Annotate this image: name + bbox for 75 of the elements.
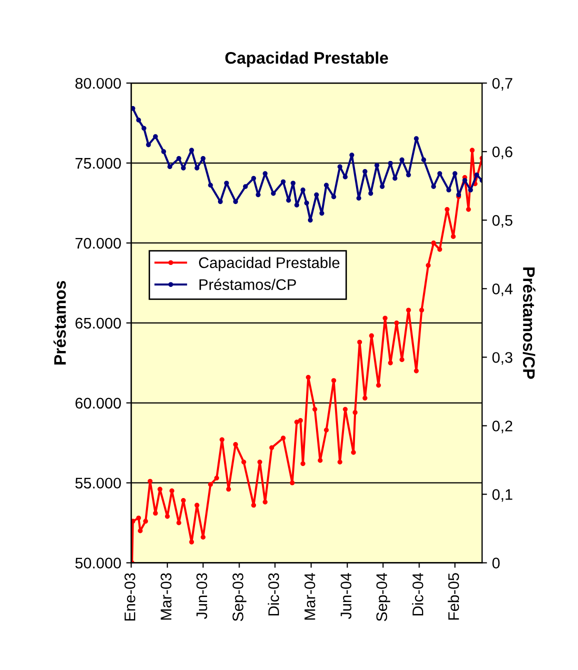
y-tick-label: 50.000	[75, 558, 121, 568]
x-tick-label: Dic-04	[412, 572, 424, 616]
point	[300, 188, 306, 192]
point	[431, 184, 436, 189]
y2-tick-label: 0,2	[492, 420, 512, 434]
point	[342, 174, 348, 180]
point	[349, 152, 354, 158]
x-tick-label: Dic-03	[268, 573, 280, 616]
y-tick-label: 65.000	[76, 318, 121, 329]
point	[131, 106, 136, 111]
x-tick-label: Sep-03	[232, 573, 246, 622]
point	[308, 218, 313, 223]
point	[194, 166, 200, 170]
x-tick-label: Sep-04	[376, 572, 390, 622]
x-tick-label: Jun-03	[196, 573, 208, 619]
point	[142, 126, 146, 131]
point	[331, 194, 336, 200]
point	[388, 160, 393, 166]
point	[452, 171, 458, 176]
point	[314, 192, 319, 198]
point	[233, 199, 238, 204]
chart-title: Capacidad Prestable	[225, 52, 388, 68]
point	[324, 182, 329, 188]
point	[421, 157, 426, 162]
point	[176, 156, 182, 161]
point	[136, 118, 142, 123]
point	[280, 179, 286, 184]
y-tick-label: 55.000	[75, 478, 121, 489]
point	[304, 200, 310, 206]
y2-tick-label: 0,5	[492, 215, 512, 228]
y-tick-label: 70.000	[76, 238, 121, 249]
point	[362, 169, 368, 174]
point	[251, 176, 256, 181]
point	[200, 156, 206, 161]
y2-axis-title: Préstamos/CP	[522, 268, 536, 379]
point	[262, 171, 268, 176]
point	[161, 149, 166, 154]
point	[468, 188, 473, 192]
y-tick-label: 80.000	[75, 78, 121, 89]
point	[474, 172, 480, 178]
point	[167, 164, 172, 170]
point	[374, 162, 380, 168]
point	[319, 210, 324, 216]
x-tick-label: Ene-03	[124, 573, 136, 621]
legend-label: Capacidad Prestable	[199, 256, 340, 272]
x-tick-label: Mar-04	[304, 572, 316, 620]
y2-tick-label: 0,1	[492, 489, 512, 502]
y-tick-label: 60.000	[76, 398, 121, 409]
point	[218, 199, 223, 204]
x-tick-label: Feb-05	[448, 573, 460, 620]
x-tick-label: Mar-03	[160, 573, 172, 620]
point	[270, 190, 276, 196]
y2-tick-label: 0,3	[492, 352, 512, 365]
point	[446, 188, 452, 192]
y2-tick-label: 0,7	[492, 78, 512, 91]
point	[437, 171, 442, 176]
point	[400, 157, 404, 162]
y2-tick-label: 0,6	[492, 146, 512, 160]
x-tick-label: Jun-04	[340, 572, 352, 619]
point	[294, 202, 300, 208]
point	[242, 184, 248, 189]
point	[208, 182, 213, 188]
point	[153, 134, 158, 139]
point	[380, 184, 385, 189]
point	[290, 180, 296, 186]
point	[286, 198, 291, 203]
y2-tick-label: 0,4	[492, 284, 513, 296]
y2-tick-label: 0	[492, 558, 500, 568]
point	[189, 148, 194, 153]
point	[146, 142, 151, 148]
y-tick-label: 75.000	[76, 158, 121, 169]
y-axis-title: Préstamos	[54, 281, 66, 364]
point	[180, 166, 186, 170]
legend-label: Préstamos/CP	[200, 278, 296, 290]
point	[356, 196, 362, 201]
